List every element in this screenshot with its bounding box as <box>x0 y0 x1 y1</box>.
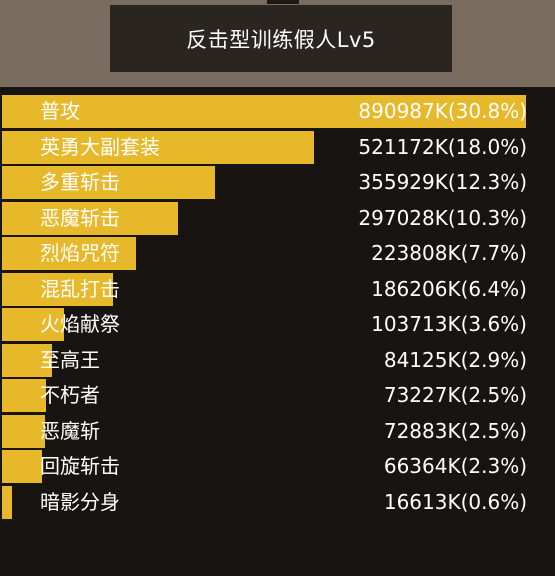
damage-bar <box>2 414 45 448</box>
damage-row: 混乱打击 186206K(6.4%) <box>0 272 555 308</box>
skill-name: 普攻 <box>40 99 80 123</box>
damage-row: 火焰献祭 103713K(3.6%) <box>0 307 555 343</box>
damage-bar-track <box>2 308 64 341</box>
damage-value: 16613K(0.6%) <box>383 489 527 514</box>
damage-bar <box>2 379 46 412</box>
damage-bar-track <box>2 343 52 377</box>
damage-bar-track <box>2 237 136 270</box>
damage-row: 回旋斩击 66364K(2.3%) <box>0 449 555 485</box>
damage-value: 186206K(6.4%) <box>371 276 527 301</box>
damage-bar <box>2 485 12 519</box>
damage-bar <box>2 237 136 270</box>
header-notch <box>267 0 299 4</box>
skill-name: 英勇大副套装 <box>40 134 160 159</box>
damage-value: 890987K(30.8%) <box>358 99 527 123</box>
damage-row: 多重斩击 355929K(12.3%) <box>0 165 555 201</box>
target-title: 反击型训练假人Lv5 <box>186 27 376 52</box>
damage-bar <box>2 201 178 235</box>
damage-row: 英勇大副套装 521172K(18.0%) <box>0 130 555 166</box>
skill-name: 混乱打击 <box>40 276 120 301</box>
damage-bar-track <box>2 166 215 199</box>
skill-name: 火焰献祭 <box>40 312 120 336</box>
skill-name: 至高王 <box>40 347 100 372</box>
skill-name: 不朽者 <box>40 383 100 407</box>
damage-value: 223808K(7.7%) <box>371 241 527 265</box>
damage-bar <box>2 343 52 377</box>
damage-list: 普攻 890987K(30.8%) 英勇大副套装 521172K(18.0%) 多重斩击… <box>0 94 555 520</box>
damage-bar <box>2 166 215 199</box>
skill-name: 暗影分身 <box>40 489 120 514</box>
damage-row: 烈焰咒符 223808K(7.7%) <box>0 236 555 272</box>
damage-value: 521172K(18.0%) <box>358 134 527 159</box>
damage-value: 103713K(3.6%) <box>371 312 527 336</box>
damage-bar <box>2 272 113 306</box>
damage-bar <box>2 450 42 483</box>
damage-value: 297028K(10.3%) <box>358 205 527 230</box>
skill-name: 恶魔斩击 <box>40 205 120 230</box>
damage-row: 不朽者 73227K(2.5%) <box>0 378 555 414</box>
damage-bar-track <box>2 414 45 448</box>
skill-name: 恶魔斩 <box>40 418 100 443</box>
damage-bar-track <box>2 130 314 164</box>
damage-row: 恶魔斩击 297028K(10.3%) <box>0 201 555 237</box>
damage-bar <box>2 308 64 341</box>
damage-row: 恶魔斩 72883K(2.5%) <box>0 414 555 450</box>
damage-bar-track <box>2 95 526 128</box>
skill-name: 多重斩击 <box>40 170 120 194</box>
damage-row: 至高王 84125K(2.9%) <box>0 343 555 379</box>
damage-bar <box>2 95 526 128</box>
damage-bar <box>2 130 314 164</box>
damage-value: 73227K(2.5%) <box>383 383 527 407</box>
damage-value: 72883K(2.5%) <box>383 418 527 443</box>
damage-bar-track <box>2 379 46 412</box>
damage-bar-track <box>2 485 12 519</box>
damage-bar-track <box>2 272 113 306</box>
damage-bar-track <box>2 201 178 235</box>
damage-value: 355929K(12.3%) <box>358 170 527 194</box>
skill-name: 回旋斩击 <box>40 454 120 478</box>
title-panel: 反击型训练假人Lv5 <box>110 5 452 72</box>
damage-row: 普攻 890987K(30.8%) <box>0 94 555 130</box>
damage-value: 84125K(2.9%) <box>383 347 527 372</box>
skill-name: 烈焰咒符 <box>40 241 120 265</box>
damage-value: 66364K(2.3%) <box>383 454 527 478</box>
header-area: 反击型训练假人Lv5 <box>0 0 555 87</box>
damage-bar-track <box>2 450 42 483</box>
damage-row: 暗影分身 16613K(0.6%) <box>0 485 555 521</box>
